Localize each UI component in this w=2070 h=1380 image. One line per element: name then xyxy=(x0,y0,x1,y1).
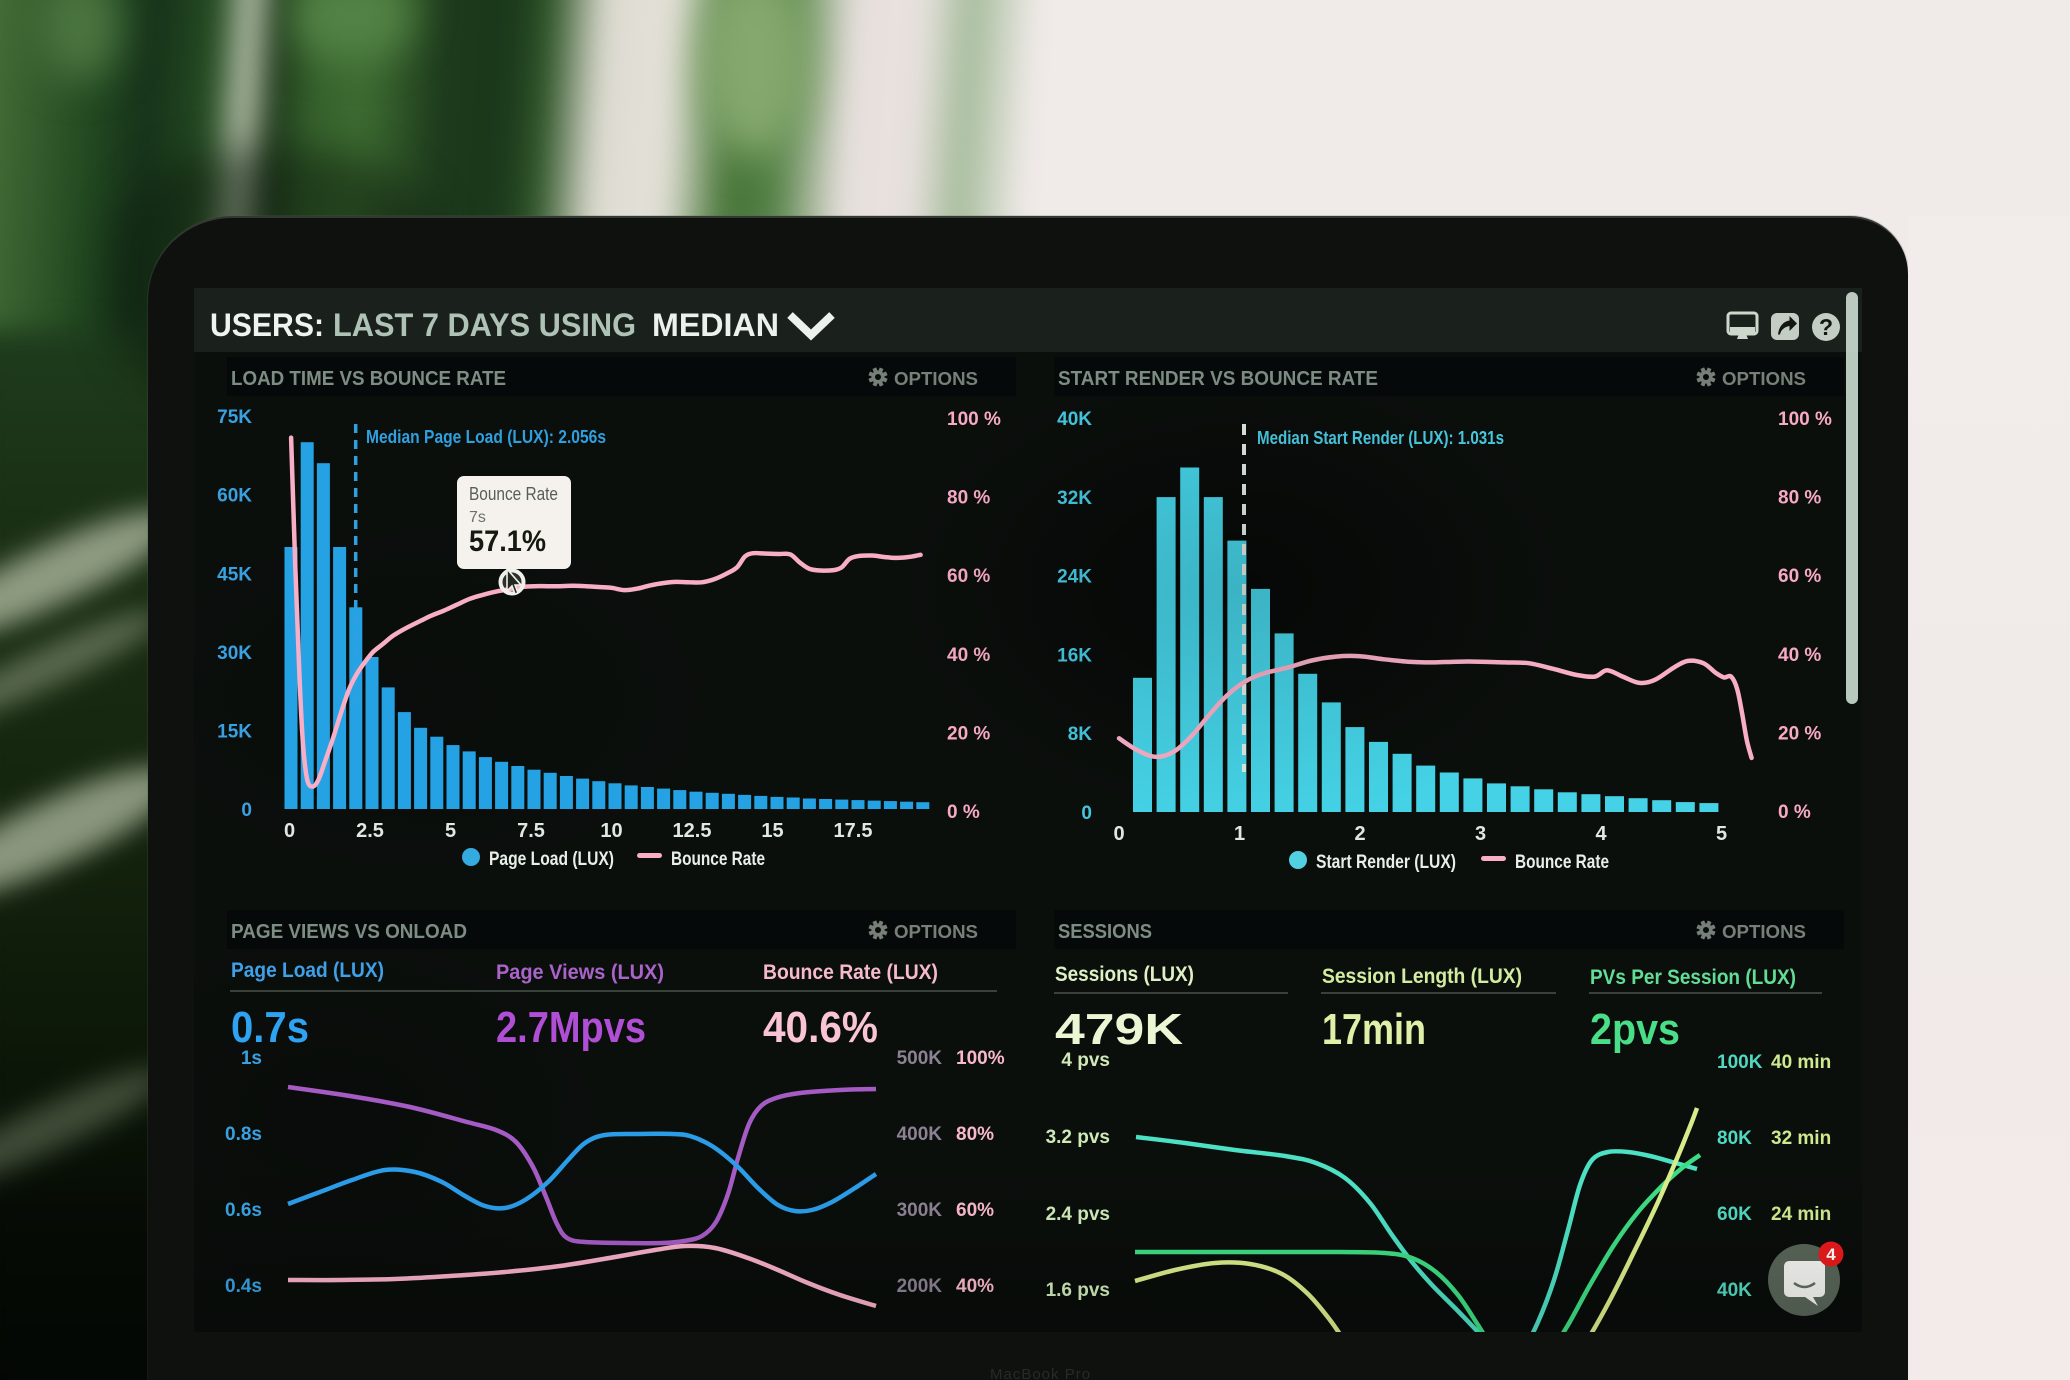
svg-text:3: 3 xyxy=(1475,823,1486,845)
svg-text:0 %: 0 % xyxy=(947,802,980,823)
svg-text:5: 5 xyxy=(1716,823,1727,845)
svg-text:Session Length (LUX): Session Length (LUX) xyxy=(1322,965,1522,988)
svg-text:?: ? xyxy=(1819,314,1833,340)
svg-text:60K: 60K xyxy=(1717,1204,1752,1225)
svg-text:12.5: 12.5 xyxy=(673,820,712,842)
svg-text:32 min: 32 min xyxy=(1771,1128,1831,1149)
svg-text:Bounce Rate: Bounce Rate xyxy=(469,484,558,504)
svg-text:20 %: 20 % xyxy=(947,723,990,744)
svg-text:2pvs: 2pvs xyxy=(1590,1005,1680,1054)
svg-text:100 %: 100 % xyxy=(947,409,1001,430)
svg-text:100%: 100% xyxy=(956,1048,1005,1069)
svg-text:15K: 15K xyxy=(217,721,252,742)
svg-text:40.6%: 40.6% xyxy=(763,1003,878,1052)
svg-text:USERS:: USERS: xyxy=(210,307,324,343)
svg-text:SESSIONS: SESSIONS xyxy=(1058,921,1152,943)
svg-text:200K: 200K xyxy=(897,1276,943,1297)
svg-text:4: 4 xyxy=(1595,823,1607,845)
svg-text:4: 4 xyxy=(1826,1245,1836,1264)
svg-text:START RENDER VS BOUNCE RATE: START RENDER VS BOUNCE RATE xyxy=(1058,368,1378,390)
svg-text:1: 1 xyxy=(1234,823,1245,845)
svg-text:1.6 pvs: 1.6 pvs xyxy=(1046,1280,1110,1301)
svg-text:80%: 80% xyxy=(956,1124,994,1145)
svg-text:10: 10 xyxy=(600,820,622,842)
svg-text:0: 0 xyxy=(284,820,295,842)
svg-text:LOAD TIME VS BOUNCE RATE: LOAD TIME VS BOUNCE RATE xyxy=(231,368,506,390)
svg-text:17min: 17min xyxy=(1322,1005,1426,1054)
svg-text:40K: 40K xyxy=(1057,409,1092,430)
svg-text:0: 0 xyxy=(1113,823,1124,845)
svg-text:60 %: 60 % xyxy=(947,566,990,587)
svg-text:Page Load (LUX): Page Load (LUX) xyxy=(489,849,614,870)
svg-text:0.6s: 0.6s xyxy=(225,1200,262,1221)
svg-text:PAGE VIEWS VS ONLOAD: PAGE VIEWS VS ONLOAD xyxy=(231,921,467,943)
svg-text:17.5: 17.5 xyxy=(834,820,873,842)
svg-text:24K: 24K xyxy=(1057,567,1092,588)
svg-text:16K: 16K xyxy=(1057,645,1092,666)
svg-text:OPTIONS: OPTIONS xyxy=(894,369,978,389)
svg-text:8K: 8K xyxy=(1068,724,1093,745)
svg-text:Median Page Load (LUX): 2.056s: Median Page Load (LUX): 2.056s xyxy=(366,427,606,447)
svg-text:20 %: 20 % xyxy=(1778,723,1821,744)
svg-text:0: 0 xyxy=(241,800,252,821)
svg-text:40 %: 40 % xyxy=(947,645,990,666)
svg-text:60%: 60% xyxy=(956,1200,994,1221)
svg-text:0: 0 xyxy=(1081,803,1092,824)
svg-text:OPTIONS: OPTIONS xyxy=(1722,369,1806,389)
svg-text:100K: 100K xyxy=(1717,1052,1763,1073)
svg-text:2: 2 xyxy=(1354,823,1365,845)
svg-text:80K: 80K xyxy=(1717,1128,1752,1149)
svg-text:0 %: 0 % xyxy=(1778,802,1811,823)
svg-text:40%: 40% xyxy=(956,1276,994,1297)
svg-text:300K: 300K xyxy=(897,1200,943,1221)
svg-text:Start Render (LUX): Start Render (LUX) xyxy=(1316,852,1456,873)
svg-text:OPTIONS: OPTIONS xyxy=(894,922,978,942)
svg-text:57.1%: 57.1% xyxy=(469,525,546,558)
svg-text:40K: 40K xyxy=(1717,1280,1752,1301)
svg-text:Median Start Render (LUX): 1.0: Median Start Render (LUX): 1.031s xyxy=(1257,428,1504,448)
svg-text:24 min: 24 min xyxy=(1771,1204,1831,1225)
svg-text:OPTIONS: OPTIONS xyxy=(1722,922,1806,942)
svg-text:4 pvs: 4 pvs xyxy=(1061,1050,1110,1071)
svg-text:60K: 60K xyxy=(217,486,252,507)
svg-text:0.7s: 0.7s xyxy=(231,1003,309,1052)
svg-text:2.7Mpvs: 2.7Mpvs xyxy=(496,1003,646,1052)
svg-text:500K: 500K xyxy=(897,1048,943,1069)
svg-text:Bounce Rate: Bounce Rate xyxy=(1515,852,1609,873)
svg-text:1s: 1s xyxy=(241,1048,262,1069)
svg-text:7s: 7s xyxy=(469,509,486,526)
svg-text:Sessions (LUX): Sessions (LUX) xyxy=(1055,963,1194,986)
svg-text:3.2 pvs: 3.2 pvs xyxy=(1046,1127,1110,1148)
svg-text:400K: 400K xyxy=(897,1124,943,1145)
svg-text:15: 15 xyxy=(761,820,783,842)
svg-text:32K: 32K xyxy=(1057,488,1092,509)
svg-text:5: 5 xyxy=(445,820,456,842)
svg-text:2.4 pvs: 2.4 pvs xyxy=(1046,1204,1110,1225)
svg-text:MEDIAN: MEDIAN xyxy=(652,307,779,343)
svg-text:PVs Per Session (LUX): PVs Per Session (LUX) xyxy=(1590,966,1796,989)
svg-text:Page Views (LUX): Page Views (LUX) xyxy=(496,961,664,984)
svg-text:Bounce Rate: Bounce Rate xyxy=(671,849,765,870)
svg-text:0.8s: 0.8s xyxy=(225,1124,262,1145)
svg-text:75K: 75K xyxy=(217,407,252,428)
svg-text:7.5: 7.5 xyxy=(517,820,545,842)
svg-text:0.4s: 0.4s xyxy=(225,1276,262,1297)
svg-text:LAST 7 DAYS USING: LAST 7 DAYS USING xyxy=(333,307,636,343)
svg-text:2.5: 2.5 xyxy=(356,820,384,842)
svg-text:45K: 45K xyxy=(217,564,252,585)
svg-text:40 %: 40 % xyxy=(1778,645,1821,666)
svg-text:80 %: 80 % xyxy=(947,488,990,509)
svg-text:Bounce Rate (LUX): Bounce Rate (LUX) xyxy=(763,961,938,984)
svg-text:60 %: 60 % xyxy=(1778,566,1821,587)
svg-text:40 min: 40 min xyxy=(1771,1052,1831,1073)
svg-text:Page Load (LUX): Page Load (LUX) xyxy=(231,959,384,982)
svg-text:80 %: 80 % xyxy=(1778,488,1821,509)
svg-text:100 %: 100 % xyxy=(1778,409,1832,430)
svg-text:30K: 30K xyxy=(217,643,252,664)
svg-text:479K: 479K xyxy=(1055,1005,1183,1054)
